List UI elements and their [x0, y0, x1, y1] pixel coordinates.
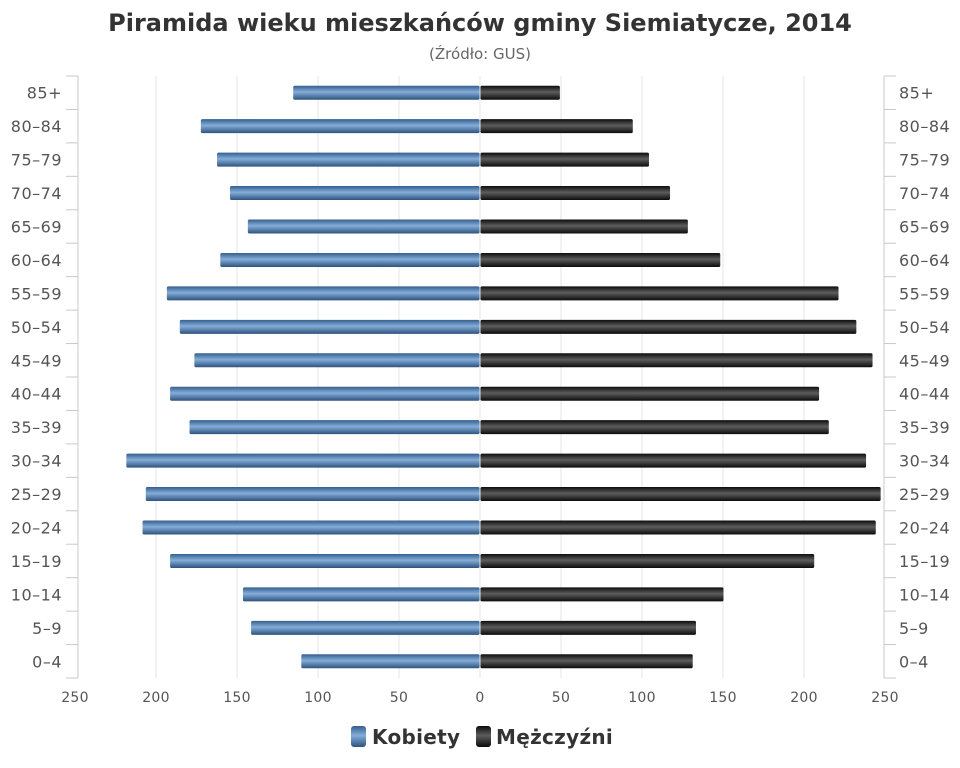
- bar-mezczyzni-35-39: [480, 420, 829, 435]
- bar-mezczyzni-5-9: [480, 620, 696, 635]
- chart-title: Piramida wieku mieszkańców gminy Siemiat…: [108, 9, 852, 37]
- bar-mezczyzni-20-24: [480, 520, 876, 535]
- bar-mezczyzni-80-84: [480, 119, 633, 134]
- x-tick-label: 150: [223, 690, 251, 706]
- bar-mezczyzni-75-79: [480, 152, 649, 167]
- bar-mezczyzni-25-29: [480, 487, 881, 502]
- category-label-left-55-59: 55–59: [11, 284, 62, 303]
- bar-mezczyzni-15-19: [480, 553, 815, 568]
- x-tick-label: 200: [790, 690, 818, 706]
- bar-mezczyzni-70-74: [480, 186, 671, 201]
- bar-kobiety-80-84: [200, 119, 480, 134]
- bar-kobiety-10-14: [242, 587, 480, 602]
- bar-kobiety-75-79: [217, 152, 480, 167]
- category-label-right-10-14: 10–14: [899, 585, 950, 604]
- category-label-right-30-34: 30–34: [899, 452, 950, 471]
- x-tick-label: 100: [628, 690, 656, 706]
- bar-mezczyzni-50-54: [480, 319, 857, 334]
- legend-label-kobiety: Kobiety: [372, 725, 460, 749]
- bar-mezczyzni-55-59: [480, 286, 839, 301]
- x-axis-labels: 250 200 150 100 50 0 50 100 150 200 250: [61, 690, 899, 706]
- legend: Kobiety Mężczyźni: [351, 725, 613, 749]
- legend-item-kobiety[interactable]: Kobiety: [351, 725, 460, 749]
- bar-mezczyzni-40-44: [480, 386, 820, 401]
- x-tick-label: 0: [475, 690, 484, 706]
- chart-subtitle: (Źródło: GUS): [429, 44, 531, 63]
- category-label-right-65-69: 65–69: [899, 218, 950, 237]
- grid: [155, 76, 805, 678]
- bar-mezczyzni-30-34: [480, 453, 867, 468]
- category-label-left-20-24: 20–24: [11, 519, 62, 538]
- bar-kobiety-25-29: [145, 487, 480, 502]
- category-label-left-80-84: 80–84: [11, 117, 62, 136]
- bar-kobiety-30-34: [126, 453, 480, 468]
- bar-mezczyzni-0-4: [480, 654, 693, 669]
- category-label-right-25-29: 25–29: [899, 485, 950, 504]
- bar-mezczyzni-45-49: [480, 353, 873, 368]
- category-label-right-80-84: 80–84: [899, 117, 950, 136]
- bar-kobiety-65-69: [247, 219, 480, 234]
- x-tick-label: 50: [390, 690, 408, 706]
- category-label-left-30-34: 30–34: [11, 452, 62, 471]
- category-label-right-50-54: 50–54: [899, 318, 950, 337]
- category-axes: 85+ 85+ 80–84 80–84 75–79 75–79 70–74 70–74 65–6…: [11, 75, 950, 679]
- category-label-left-75-79: 75–79: [11, 151, 62, 170]
- bar-kobiety-85plus: [293, 85, 480, 100]
- legend-label-mezczyzni: Mężczyźni: [496, 725, 613, 749]
- category-label-left-40-44: 40–44: [11, 385, 62, 404]
- bar-kobiety-45-49: [194, 353, 480, 368]
- category-label-left-15-19: 15–19: [11, 552, 62, 571]
- x-tick-label: 250: [61, 690, 89, 706]
- bar-kobiety-20-24: [142, 520, 480, 535]
- category-label-left-60-64: 60–64: [11, 251, 62, 270]
- category-label-right-0-4: 0–4: [899, 652, 929, 671]
- x-tick-label: 250: [871, 690, 899, 706]
- category-label-left-25-29: 25–29: [11, 485, 62, 504]
- legend-swatch-kobiety: [351, 726, 366, 747]
- bar-kobiety-50-54: [179, 319, 480, 334]
- bar-mezczyzni-60-64: [480, 252, 721, 267]
- category-label-left-35-39: 35–39: [11, 418, 62, 437]
- legend-item-mezczyzni[interactable]: Mężczyźni: [476, 725, 613, 749]
- category-label-right-75-79: 75–79: [899, 151, 950, 170]
- category-label-left-50-54: 50–54: [11, 318, 62, 337]
- category-label-right-40-44: 40–44: [899, 385, 950, 404]
- x-tick-label: 150: [709, 690, 737, 706]
- bar-kobiety-0-4: [301, 654, 480, 669]
- x-tick-label: 50: [552, 690, 570, 706]
- category-label-right-15-19: 15–19: [899, 552, 950, 571]
- category-label-left-85plus: 85+: [27, 84, 62, 103]
- category-label-right-35-39: 35–39: [899, 418, 950, 437]
- bar-kobiety-40-44: [170, 386, 480, 401]
- category-label-left-10-14: 10–14: [11, 585, 62, 604]
- x-tick-label: 100: [304, 690, 332, 706]
- legend-swatch-mezczyzni: [476, 726, 491, 747]
- category-label-left-45-49: 45–49: [11, 351, 62, 370]
- bar-mezczyzni-65-69: [480, 219, 688, 234]
- category-label-right-60-64: 60–64: [899, 251, 950, 270]
- x-tick-label: 200: [142, 690, 170, 706]
- bar-kobiety-5-9: [251, 620, 480, 635]
- bar-mezczyzni-85plus: [480, 85, 560, 100]
- bar-kobiety-35-39: [189, 420, 480, 435]
- bars: [126, 85, 881, 669]
- bar-kobiety-15-19: [170, 553, 480, 568]
- category-label-left-0-4: 0–4: [32, 652, 62, 671]
- bar-kobiety-70-74: [230, 186, 480, 201]
- bar-kobiety-55-59: [166, 286, 480, 301]
- category-label-right-45-49: 45–49: [899, 351, 950, 370]
- category-label-left-70-74: 70–74: [11, 184, 62, 203]
- category-label-right-85plus: 85+: [899, 84, 934, 103]
- category-label-right-5-9: 5–9: [899, 619, 929, 638]
- category-label-right-20-24: 20–24: [899, 519, 950, 538]
- category-label-left-65-69: 65–69: [11, 218, 62, 237]
- category-label-right-55-59: 55–59: [899, 284, 950, 303]
- bar-kobiety-60-64: [220, 252, 480, 267]
- bar-mezczyzni-10-14: [480, 587, 724, 602]
- category-label-right-70-74: 70–74: [899, 184, 950, 203]
- category-label-left-5-9: 5–9: [32, 619, 62, 638]
